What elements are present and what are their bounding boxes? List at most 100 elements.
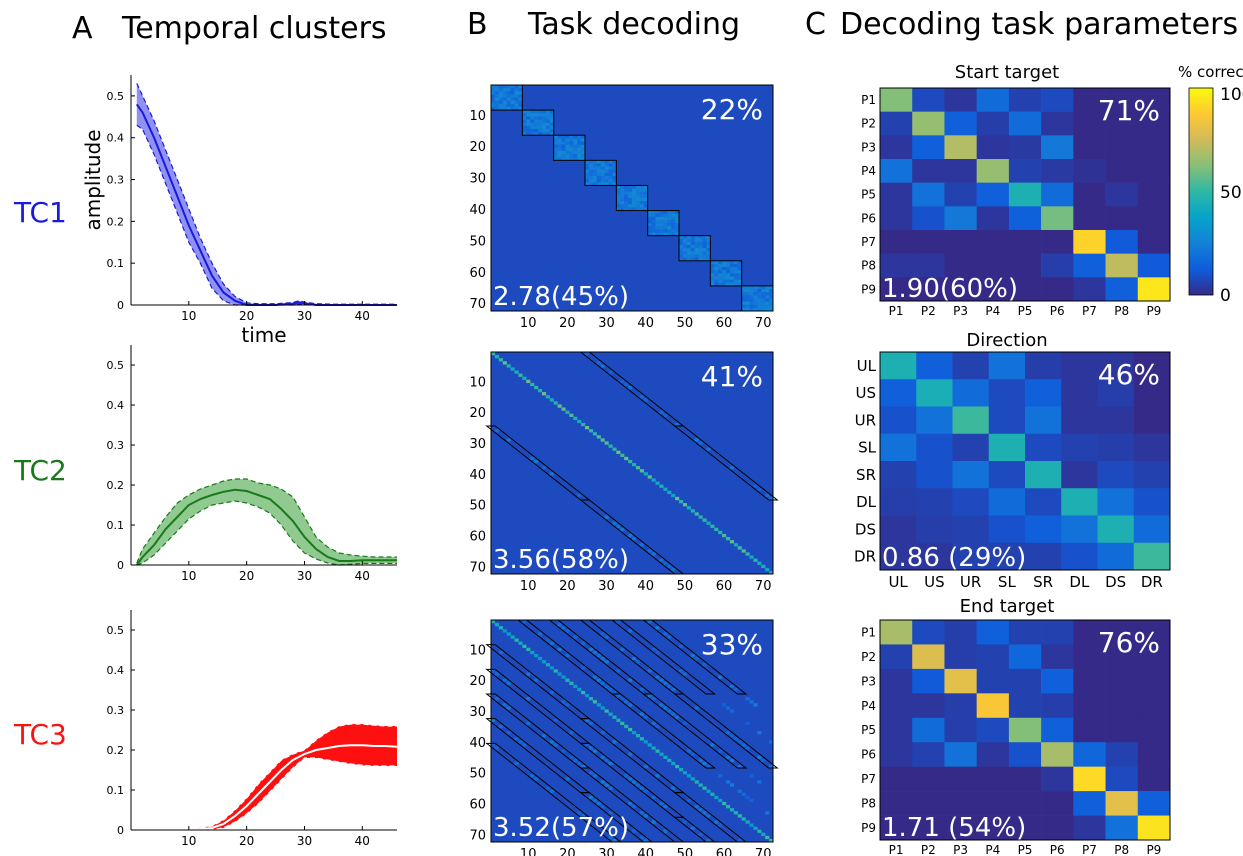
- end-target-cell: [1137, 791, 1171, 816]
- tc2-y-tick-label: 0.2: [107, 479, 125, 492]
- taskdec1-cell: [616, 191, 621, 196]
- taskdec1-cell: [620, 207, 625, 211]
- taskdec1-cell: [682, 245, 688, 249]
- taskdec1-cell: [608, 160, 613, 164]
- tc1-x-tick-label: 20: [239, 309, 254, 323]
- taskdec3-band-outline: [641, 693, 748, 769]
- taskdec3-diagonal-cell: [510, 635, 515, 639]
- direction-cell: [1133, 352, 1171, 380]
- taskdec1-cell: [545, 128, 550, 133]
- tc1-x-tick-label: 30: [297, 309, 312, 323]
- taskdec1-cell: [581, 138, 586, 142]
- taskdec1-cell: [714, 282, 719, 287]
- taskdec1-cell: [745, 295, 750, 299]
- taskdec1-cell: [639, 191, 644, 196]
- taskdec1-cell: [620, 201, 625, 205]
- taskdec3-band-cell: [753, 703, 758, 707]
- direction-cell: [916, 542, 953, 571]
- taskdec2-band-cell: [628, 533, 633, 538]
- series-label-tc2: TC2: [13, 454, 67, 487]
- taskdec3-band-cell: [690, 826, 695, 830]
- taskdec2-diagonal-cell: [573, 416, 578, 421]
- taskdec3-band-cell: [596, 653, 601, 658]
- taskdec2-diagonal-cell: [502, 361, 507, 365]
- tc1-y-tick-label: 0.5: [107, 90, 125, 103]
- taskdec1-cell: [757, 292, 762, 296]
- taskdec1-cell: [647, 223, 652, 227]
- taskdec1-cell: [522, 122, 527, 127]
- taskdec1-cell: [647, 213, 652, 218]
- panel-a-title: Temporal clusters: [121, 11, 387, 46]
- taskdec1-cell: [718, 267, 723, 271]
- taskdec1-cell: [718, 263, 723, 268]
- taskdec1-cell: [522, 132, 527, 136]
- taskdec3-band-cell: [557, 647, 562, 652]
- taskdec1-cell: [671, 223, 676, 227]
- taskdec1-cell: [612, 160, 617, 164]
- start-target-cell: [912, 182, 945, 207]
- taskdec2-diagonal-cell: [706, 521, 711, 525]
- taskdec3-band-cell: [600, 681, 605, 685]
- taskdec3-band-cell: [647, 694, 652, 698]
- taskdec1-cell: [494, 100, 500, 105]
- taskdec1-cell: [659, 216, 664, 221]
- taskdec1-cell: [502, 106, 507, 111]
- end-target-cell: [1008, 815, 1042, 841]
- taskdec1-cell: [741, 304, 746, 309]
- taskdec1-cell: [749, 289, 754, 293]
- end-target-cell: [944, 742, 977, 767]
- colorbar-tick-50: 50: [1220, 183, 1242, 203]
- tc3-x-tick-label: 10: [181, 834, 196, 848]
- end-target-cell: [1041, 815, 1074, 841]
- taskdec3-diagonal-cell: [628, 727, 633, 732]
- taskdec3-band-cell: [592, 650, 597, 655]
- taskdec1-cell: [667, 210, 672, 214]
- tc1-y-tick-label: 0: [117, 299, 124, 312]
- taskdec3-band-cell: [694, 657, 699, 661]
- taskdec1-cell: [753, 285, 758, 290]
- start-target-cell: [1073, 277, 1106, 302]
- taskdec1-cell: [718, 260, 723, 265]
- start-target-cell: [880, 206, 913, 231]
- taskdec2-diagonal-cell: [718, 530, 723, 535]
- taskdec1-cell: [765, 292, 770, 296]
- taskdec1-cell: [745, 304, 750, 309]
- start-target-cell: [1105, 277, 1139, 302]
- taskdec3-band-cell: [604, 758, 609, 763]
- direction-cell: [1097, 406, 1135, 435]
- taskdec1-cell: [741, 289, 746, 293]
- taskdec3-band-cell: [561, 749, 566, 753]
- taskdec1-cell: [577, 150, 582, 155]
- taskdec1-cell: [616, 204, 621, 208]
- taskdec3-diagonal-cell: [585, 694, 590, 698]
- taskdec1-cell: [682, 241, 688, 246]
- taskdec2-diagonal-cell: [651, 478, 656, 482]
- taskdec1-cell: [561, 147, 566, 152]
- taskdec1-cell: [549, 119, 554, 123]
- taskdec1-cell: [557, 141, 562, 145]
- tc1-y-tick-label: 0.1: [107, 257, 125, 270]
- taskdec1-cell: [498, 91, 503, 95]
- taskdec1-cell: [769, 289, 774, 293]
- taskdec3-diagonal-cell: [706, 789, 711, 793]
- taskdec1-cell: [502, 88, 507, 92]
- taskdec1-cell: [616, 185, 621, 189]
- end-target-cell: [1008, 693, 1042, 719]
- taskdec1-cell: [722, 270, 727, 274]
- start-target-cell: [880, 253, 913, 278]
- start-target-col-label: P3: [953, 304, 968, 318]
- taskdec3-band-cell: [565, 653, 570, 658]
- end-target-col-label: P9: [1146, 843, 1161, 856]
- taskdec3-band-cell: [655, 650, 660, 655]
- taskdec1-cell: [491, 94, 496, 98]
- start-target-cell: [1137, 206, 1171, 231]
- taskdec1-cell: [710, 273, 715, 277]
- taskdec1-cell: [643, 191, 648, 196]
- taskdec3-band-cell: [761, 758, 766, 763]
- taskdec3-band-cell: [745, 746, 750, 750]
- start-target-row-label: P1: [861, 93, 876, 107]
- taskdec1-cell: [682, 251, 688, 255]
- taskdec1-cell: [588, 169, 594, 174]
- direction-cell: [1025, 542, 1062, 571]
- taskdec3-band-cell: [726, 706, 731, 710]
